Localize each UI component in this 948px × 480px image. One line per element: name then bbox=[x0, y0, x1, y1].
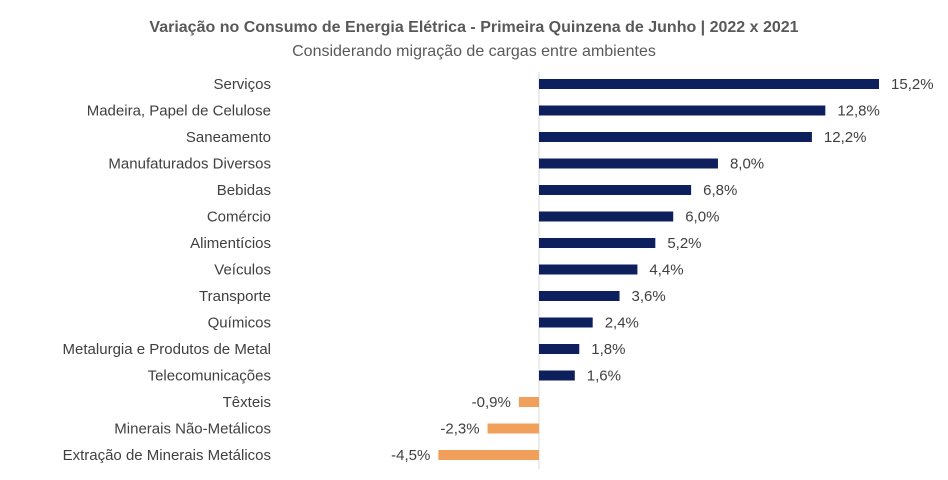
bar bbox=[539, 264, 638, 275]
bar bbox=[438, 450, 539, 460]
data-label: -2,3% bbox=[440, 421, 479, 438]
bar bbox=[539, 185, 692, 195]
data-label: 4,4% bbox=[649, 262, 683, 279]
category-label: Alimentícios bbox=[190, 235, 271, 252]
bar bbox=[539, 211, 674, 222]
category-label: Bebidas bbox=[217, 182, 271, 199]
category-label: Veículos bbox=[214, 262, 271, 279]
category-label: Químicos bbox=[208, 315, 271, 332]
data-label: -4,5% bbox=[391, 447, 430, 464]
category-label: Saneamento bbox=[186, 129, 271, 146]
category-label: Minerais Não-Metálicos bbox=[114, 421, 271, 438]
category-label: Comércio bbox=[207, 209, 271, 226]
data-label: 6,8% bbox=[703, 182, 737, 199]
bar bbox=[539, 79, 880, 89]
data-label: 1,6% bbox=[587, 368, 621, 385]
category-label: Têxteis bbox=[223, 394, 271, 411]
category-label: Transporte bbox=[199, 288, 271, 305]
data-label: -0,9% bbox=[472, 394, 511, 411]
category-label: Extração de Minerais Metálicos bbox=[63, 447, 271, 464]
bar bbox=[539, 344, 580, 354]
bar bbox=[539, 238, 656, 248]
data-label: 8,0% bbox=[730, 156, 764, 173]
chart-title: Variação no Consumo de Energia Elétrica … bbox=[149, 19, 799, 36]
chart-subtitle: Considerando migração de cargas entre am… bbox=[292, 43, 656, 60]
category-label: Metalurgia e Produtos de Metal bbox=[63, 341, 271, 358]
data-label: 2,4% bbox=[605, 315, 639, 332]
category-label: Telecomunicações bbox=[148, 368, 271, 385]
data-label: 5,2% bbox=[667, 235, 701, 252]
bar bbox=[539, 370, 575, 381]
bar bbox=[539, 105, 826, 116]
bar bbox=[487, 423, 539, 434]
bar bbox=[539, 317, 593, 328]
data-label: 12,8% bbox=[837, 103, 880, 120]
data-label: 12,2% bbox=[824, 129, 867, 146]
category-label: Serviços bbox=[213, 76, 271, 93]
data-label: 1,8% bbox=[591, 341, 625, 358]
bar bbox=[518, 397, 539, 407]
category-label: Manufaturados Diversos bbox=[108, 156, 271, 173]
data-label: 15,2% bbox=[891, 76, 934, 93]
category-label: Madeira, Papel de Celulose bbox=[87, 103, 271, 120]
data-label: 3,6% bbox=[632, 288, 666, 305]
bar bbox=[539, 158, 718, 169]
data-label: 6,0% bbox=[685, 209, 719, 226]
bar bbox=[539, 291, 620, 301]
bar bbox=[539, 132, 812, 142]
